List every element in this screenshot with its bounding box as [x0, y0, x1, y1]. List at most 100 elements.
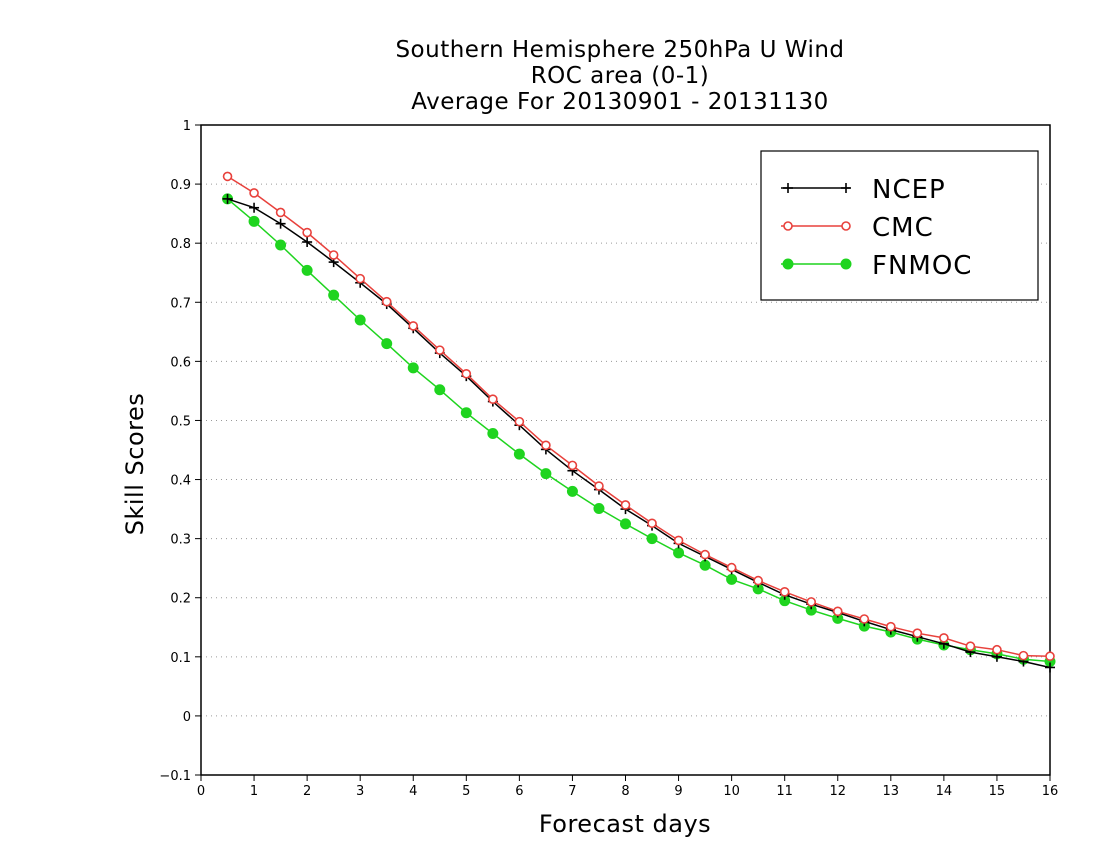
data-point: [726, 573, 738, 585]
legend-marker: [783, 221, 793, 231]
y-tick-label: 0.9: [170, 178, 191, 193]
data-point: [248, 215, 260, 227]
series-cmc: [222, 171, 1055, 662]
legend-label: CMC: [872, 213, 934, 243]
data-point: [779, 587, 790, 597]
data-point: [540, 468, 552, 480]
legend-marker: [840, 258, 852, 270]
data-point: [594, 481, 604, 491]
data-point: [859, 614, 870, 624]
legend-item-fnmoc: FNMOC: [781, 251, 971, 281]
data-point: [275, 207, 286, 218]
y-tick-label: 0: [183, 710, 191, 725]
legend-item-cmc: CMC: [781, 213, 934, 243]
data-point: [488, 394, 498, 404]
legend: NCEP CMC FNMOC: [760, 150, 1039, 301]
x-tick-label: 13: [883, 784, 900, 799]
data-point: [886, 621, 896, 632]
x-tick-label: 1: [250, 784, 258, 799]
y-tick-label: 1: [183, 119, 191, 134]
legend-marker: [841, 221, 851, 231]
data-point: [222, 193, 233, 204]
axes: −0.100.10.20.30.40.50.60.70.80.910 1 2 3 4 5 6…: [159, 119, 1058, 799]
x-tick-label: 15: [989, 784, 1006, 799]
legend-marker: [782, 258, 794, 270]
data-point: [460, 407, 472, 419]
data-point: [806, 597, 817, 607]
data-point: [407, 362, 419, 374]
data-point: [1045, 651, 1055, 662]
series-group: [222, 171, 1056, 673]
x-axis-label: Forecast days: [538, 810, 712, 838]
x-tick-label: 8: [621, 784, 629, 799]
data-point: [461, 368, 472, 379]
data-point: [302, 227, 312, 238]
x-tick-label: 14: [936, 784, 953, 799]
x-tick-label: 12: [829, 784, 846, 799]
data-point: [699, 559, 711, 571]
x-tick-label: 3: [356, 784, 364, 799]
data-point: [912, 628, 923, 638]
data-point: [408, 321, 419, 331]
series-line-ncep: [227, 198, 1051, 669]
y-axis-label: Skill Scores: [121, 392, 149, 536]
data-point: [275, 239, 287, 251]
data-point: [302, 237, 313, 247]
data-point: [832, 606, 843, 617]
y-tick-label: 0.4: [170, 474, 191, 489]
data-point: [487, 427, 499, 439]
data-point: [700, 549, 710, 560]
data-point: [301, 264, 313, 276]
data-point: [726, 562, 737, 573]
data-point: [328, 289, 340, 301]
data-point: [673, 535, 684, 546]
x-tick-label: 16: [1042, 784, 1059, 799]
data-point: [647, 518, 657, 529]
x-tick-label: 9: [674, 784, 682, 799]
x-tick-label: 5: [462, 784, 470, 799]
legend-marker: [841, 183, 851, 193]
data-point: [328, 250, 339, 260]
data-point: [1018, 650, 1029, 661]
data-point: [514, 416, 525, 427]
x-tick-label: 6: [515, 784, 523, 799]
x-tick-label: 2: [303, 784, 311, 799]
data-point: [354, 314, 366, 326]
x-tick-label: 10: [723, 784, 740, 799]
data-point: [567, 460, 578, 471]
y-tick-label: 0.7: [170, 296, 191, 311]
y-tick-label: −0.1: [159, 769, 191, 784]
data-point: [939, 633, 949, 643]
data-point: [434, 384, 446, 396]
x-tick-label: 4: [409, 784, 417, 799]
data-point: [249, 202, 260, 213]
y-tick-label: 0.3: [170, 533, 191, 548]
legend-marker: [783, 183, 793, 193]
data-point: [753, 575, 763, 586]
data-point: [965, 641, 976, 651]
x-tick-label: 0: [197, 784, 205, 799]
data-point: [275, 218, 286, 229]
data-point: [541, 440, 551, 451]
data-point: [355, 273, 365, 284]
data-point: [992, 644, 1002, 655]
data-point: [593, 503, 605, 514]
y-tick-label: 0.6: [170, 355, 191, 370]
data-point: [249, 188, 259, 198]
y-tick-label: 0.2: [170, 592, 191, 607]
legend-label: NCEP: [872, 175, 946, 205]
data-point: [673, 547, 685, 559]
x-tick-label: 7: [568, 784, 576, 799]
y-tick-label: 0.5: [170, 414, 191, 429]
data-point: [646, 533, 658, 545]
data-point: [381, 296, 392, 307]
legend-item-ncep: NCEP: [781, 175, 946, 205]
chart-title-line-1: Southern Hemisphere 250hPa U Wind: [395, 37, 845, 63]
data-point: [222, 171, 233, 182]
chart-title-line-2: ROC area (0-1): [530, 63, 710, 89]
y-tick-label: 0.1: [170, 651, 191, 666]
data-point: [566, 485, 578, 497]
data-point: [1045, 662, 1055, 673]
data-point: [620, 500, 631, 510]
